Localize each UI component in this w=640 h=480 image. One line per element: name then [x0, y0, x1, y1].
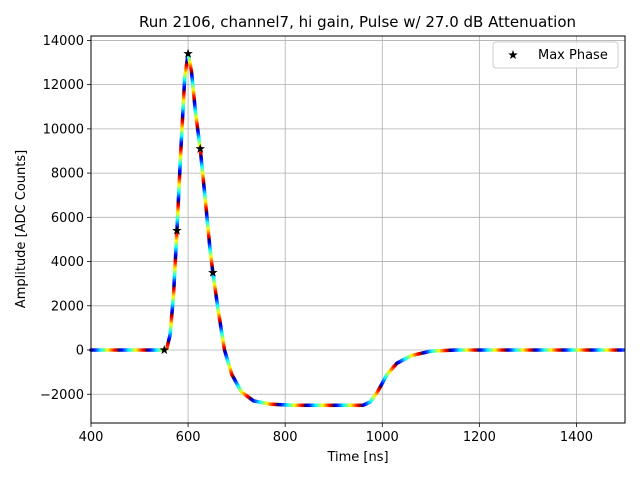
y-tick-label: 14000	[43, 34, 84, 49]
y-tick-label: 10000	[43, 122, 84, 137]
x-tick-label: 1000	[366, 430, 399, 445]
y-tick-label: 0	[76, 344, 84, 359]
x-tick-label: 1400	[560, 430, 593, 445]
legend-star-marker	[508, 50, 518, 60]
y-tick-label: 12000	[43, 78, 84, 93]
max-phase-star-point	[195, 143, 205, 153]
y-tick-label: −2000	[40, 388, 84, 403]
y-tick-label: 8000	[51, 167, 84, 182]
max-phase-star-point	[183, 48, 193, 58]
x-tick-label: 800	[273, 430, 298, 445]
y-tick-label: 6000	[51, 211, 84, 226]
pulse-sample-point	[621, 348, 626, 352]
pulse-trace	[89, 51, 626, 408]
plot-frame	[90, 35, 626, 424]
x-tick-label: 1200	[463, 430, 496, 445]
max-phase-star-point	[159, 345, 170, 355]
max-phase-star-point	[172, 225, 182, 235]
y-tick-label: 2000	[51, 299, 84, 314]
y-axis-label: Amplitude [ADC Counts]	[14, 150, 29, 308]
y-tick-label: 4000	[51, 255, 84, 270]
max-phase-star-point	[208, 267, 218, 277]
legend-box	[492, 41, 619, 69]
max-phase-markers	[159, 48, 218, 355]
legend-star-shape	[508, 50, 518, 60]
x-axis-label: Time [ns]	[326, 450, 388, 465]
axis-ticks: 400 600 800 1000 1200 1400 −2000 0 2000 4000 6000 8…	[40, 34, 593, 445]
legend-entry-max-phase: Max Phase	[538, 48, 608, 63]
chart-title: Run 2106, channel7, hi gain, Pulse w/ 27…	[139, 13, 576, 31]
x-tick-label: 400	[79, 430, 104, 445]
x-tick-label: 600	[176, 430, 201, 445]
legend: Max Phase	[492, 41, 619, 69]
